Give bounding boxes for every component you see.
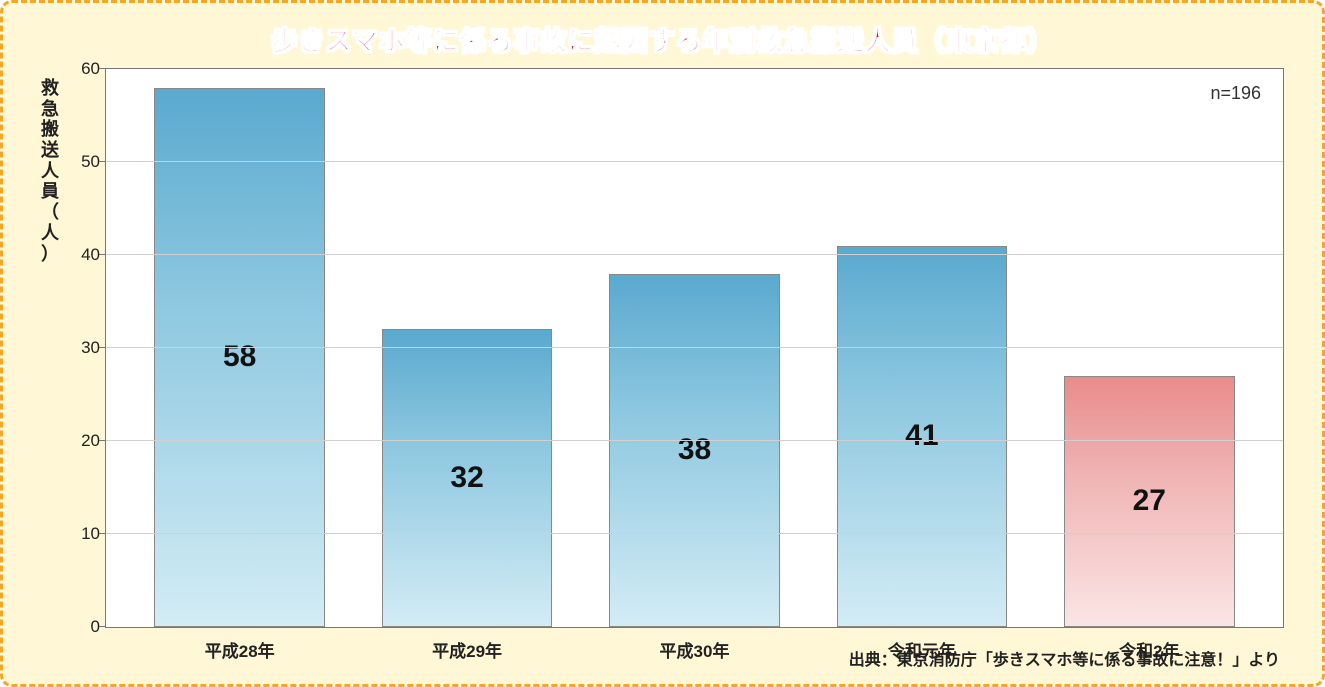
bar-value-label: 38 (678, 433, 711, 467)
y-axis-label: 救急搬送人員（人） (33, 68, 67, 628)
bar-value-label: 27 (1133, 484, 1166, 518)
y-axis-label-char: 員 (41, 181, 59, 202)
bar: 41 (837, 246, 1008, 627)
y-axis-label-char: （ (41, 202, 59, 223)
gridline (106, 440, 1283, 441)
y-tick-label: 30 (81, 338, 100, 358)
y-tick-label: 10 (81, 524, 100, 544)
y-axis-label-char: 搬 (41, 119, 59, 140)
y-tick-label: 60 (81, 59, 100, 79)
source-citation: 出典：東京消防庁「歩きスマホ等に係る事故に注意！」より (849, 646, 1280, 670)
plot-area: n=196 0102030405060 5832384127 平成28年平成29… (105, 68, 1284, 628)
y-tick-label: 50 (81, 152, 100, 172)
bar: 58 (154, 88, 325, 627)
gridline (106, 347, 1283, 348)
bar-value-label: 58 (223, 340, 256, 374)
y-axis-label-char: 人 (41, 223, 59, 244)
gridline (106, 533, 1283, 534)
bar: 38 (609, 274, 780, 627)
bar-slot: 58 (126, 69, 353, 627)
y-axis-label-char: 急 (41, 99, 59, 120)
bar: 27 (1064, 376, 1235, 627)
bar-slot: 27 (1036, 69, 1263, 627)
y-axis-label-char: ） (41, 244, 59, 265)
bar-slot: 41 (808, 69, 1035, 627)
y-axis-label-char: 救 (41, 78, 59, 99)
y-axis-label-char: 送 (41, 140, 59, 161)
gridline (106, 254, 1283, 255)
bars-container: 58 32 38 41 27 (106, 69, 1283, 627)
bar-value-label: 41 (905, 419, 938, 453)
bar: 32 (382, 329, 553, 627)
bar-slot: 38 (581, 69, 808, 627)
y-ticks: 0102030405060 (64, 69, 104, 627)
x-tick-label: 平成30年 (581, 637, 808, 662)
x-tick-label: 平成28年 (126, 637, 353, 662)
bar-slot: 32 (353, 69, 580, 627)
x-tick-label: 平成29年 (353, 637, 580, 662)
y-tick-label: 0 (91, 617, 100, 637)
y-tick-label: 20 (81, 431, 100, 451)
chart-frame: 歩きスマホ等に係る事故に起因する年別救急搬送人員（東京都） 救急搬送人員（人） … (0, 0, 1325, 687)
y-tick-label: 40 (81, 245, 100, 265)
y-axis-label-char: 人 (41, 161, 59, 182)
gridline (106, 161, 1283, 162)
chart-area: 救急搬送人員（人） n=196 0102030405060 5832384127… (33, 68, 1292, 628)
bar-value-label: 32 (450, 461, 483, 495)
chart-title: 歩きスマホ等に係る事故に起因する年別救急搬送人員（東京都） (33, 21, 1292, 58)
